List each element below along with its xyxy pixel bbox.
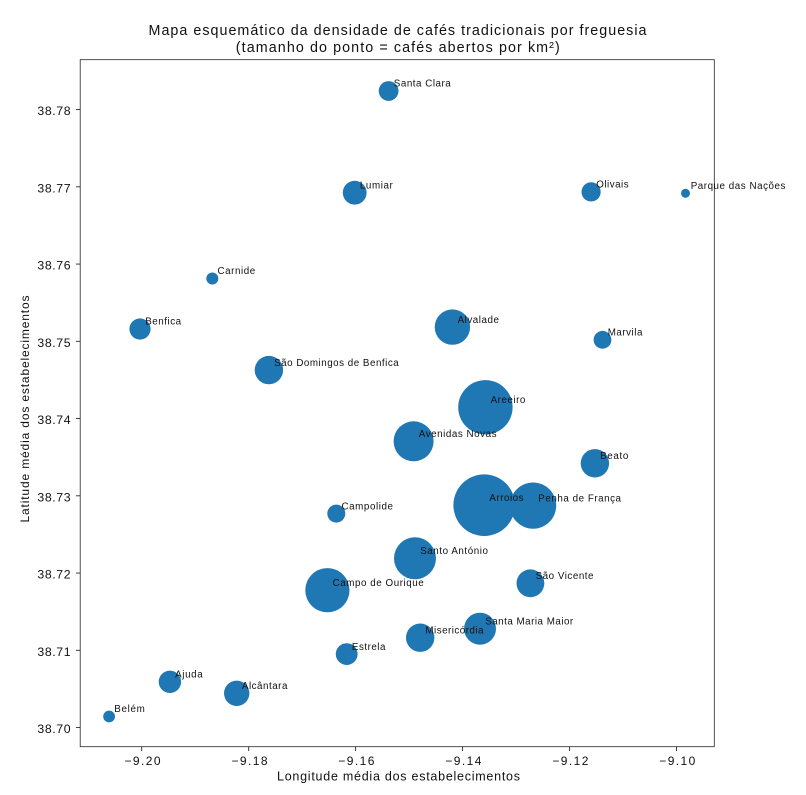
- svg-text:Beato: Beato: [600, 451, 629, 462]
- svg-text:Santa Maria Maior: Santa Maria Maior: [485, 616, 574, 627]
- svg-text:Santo António: Santo António: [420, 546, 488, 557]
- svg-text:38.72: 38.72: [37, 568, 70, 582]
- svg-text:38.70: 38.70: [37, 722, 70, 736]
- svg-text:−9.20: −9.20: [125, 754, 161, 768]
- svg-text:38.73: 38.73: [37, 490, 70, 504]
- svg-text:Benfica: Benfica: [145, 317, 181, 328]
- svg-text:Campo de Ourique: Campo de Ourique: [333, 578, 425, 589]
- svg-text:38.77: 38.77: [37, 181, 70, 195]
- svg-text:Penha de França: Penha de França: [538, 493, 621, 504]
- svg-text:−9.10: −9.10: [659, 754, 695, 768]
- svg-text:São Domingos de Benfica: São Domingos de Benfica: [274, 358, 399, 369]
- svg-text:Olivais: Olivais: [596, 180, 628, 191]
- svg-text:Carnide: Carnide: [218, 266, 256, 277]
- svg-text:Alvalade: Alvalade: [458, 315, 500, 326]
- svg-text:Parque das Nações: Parque das Nações: [691, 181, 786, 192]
- svg-text:Marvila: Marvila: [608, 328, 643, 339]
- svg-text:−9.18: −9.18: [232, 754, 268, 768]
- svg-text:Longitude média dos estabeleci: Longitude média dos estabelecimentos: [277, 770, 520, 784]
- svg-text:Areeiro: Areeiro: [491, 395, 526, 406]
- svg-text:38.75: 38.75: [37, 336, 70, 350]
- svg-text:38.78: 38.78: [37, 104, 70, 118]
- svg-text:−9.14: −9.14: [445, 754, 481, 768]
- svg-text:Lumiar: Lumiar: [360, 180, 394, 191]
- svg-text:Mapa esquemático da densidade: Mapa esquemático da densidade de cafés t…: [149, 23, 647, 39]
- svg-text:Arroios: Arroios: [489, 493, 523, 504]
- svg-text:Campolide: Campolide: [342, 501, 394, 512]
- svg-text:38.74: 38.74: [37, 413, 70, 427]
- svg-text:38.71: 38.71: [37, 645, 70, 659]
- svg-text:Alcântara: Alcântara: [242, 681, 288, 692]
- svg-text:(tamanho do ponto = cafés aber: (tamanho do ponto = cafés abertos por km…: [236, 40, 560, 56]
- svg-text:−9.16: −9.16: [338, 754, 374, 768]
- svg-text:Misericórdia: Misericórdia: [425, 625, 484, 636]
- svg-text:Latitude média dos estabelecim: Latitude média dos estabelecimentos: [18, 295, 32, 522]
- svg-text:Belém: Belém: [114, 704, 145, 715]
- svg-text:São Vicente: São Vicente: [536, 571, 594, 582]
- svg-text:Ajuda: Ajuda: [175, 670, 203, 681]
- svg-text:Santa Clara: Santa Clara: [394, 79, 451, 90]
- svg-text:Estrela: Estrela: [352, 642, 386, 653]
- svg-text:38.76: 38.76: [37, 259, 70, 273]
- svg-text:−9.12: −9.12: [552, 754, 588, 768]
- svg-text:Avenidas Novas: Avenidas Novas: [419, 429, 497, 440]
